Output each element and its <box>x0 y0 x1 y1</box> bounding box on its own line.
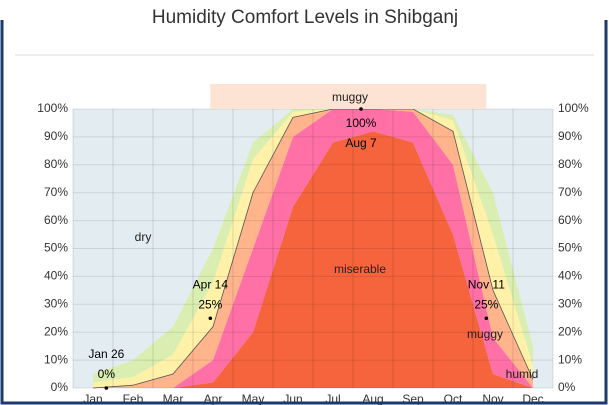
frame <box>0 20 608 405</box>
annotation-dot <box>208 316 213 321</box>
band-label: muggy <box>467 327 503 341</box>
band-label: dry <box>135 230 152 244</box>
annotation-date: Aug 7 <box>345 136 377 150</box>
y-tick-label: 0% <box>51 380 69 394</box>
y2-tick-label: 50% <box>558 241 582 255</box>
chart-title: Humidity Comfort Levels in Shibganj <box>152 7 458 28</box>
annotation-dot <box>104 386 109 390</box>
y2-tick-label: 70% <box>558 185 582 199</box>
y-tick-label: 10% <box>44 352 68 366</box>
annotation-value: 0% <box>98 367 116 381</box>
y2-tick-label: 90% <box>558 129 582 143</box>
y-tick-label: 70% <box>44 185 68 199</box>
y-tick-label: 60% <box>44 213 68 227</box>
area <box>93 109 533 388</box>
band-label: miserable <box>334 262 386 276</box>
area <box>93 109 533 388</box>
band-label: humid <box>506 367 539 381</box>
y-tick-label: 40% <box>44 269 68 283</box>
y-tick-label: 30% <box>44 296 68 310</box>
annotation-date: Apr 14 <box>193 277 229 291</box>
y-tick-label: 20% <box>44 324 68 338</box>
annotation-value: 25% <box>198 297 222 311</box>
y2-tick-label: 30% <box>558 296 582 310</box>
y2-tick-label: 80% <box>558 157 582 171</box>
area <box>93 109 533 375</box>
y2-tick-label: 100% <box>558 101 589 115</box>
y-tick-label: 90% <box>44 129 68 143</box>
y-tick-label: 80% <box>44 157 68 171</box>
y2-tick-label: 60% <box>558 213 582 227</box>
annotation-date: Nov 11 <box>468 277 505 291</box>
y2-tick-label: 10% <box>558 352 582 366</box>
annotation-dot <box>484 316 489 321</box>
band-label: muggy <box>332 90 368 104</box>
muggy-period <box>210 84 487 109</box>
area <box>93 131 533 388</box>
y2-tick-label: 40% <box>558 269 582 283</box>
annotation-dot <box>359 107 363 111</box>
annotation-value: 100% <box>346 116 377 130</box>
y2-tick-label: 20% <box>558 324 582 338</box>
y-tick-label: 50% <box>44 241 68 255</box>
y2-tick-label: 0% <box>558 380 576 394</box>
annotation-value: 25% <box>474 297 498 311</box>
y-tick-label: 100% <box>37 101 68 115</box>
threshold-line <box>92 108 534 389</box>
annotation-date: Jan 26 <box>88 347 124 361</box>
